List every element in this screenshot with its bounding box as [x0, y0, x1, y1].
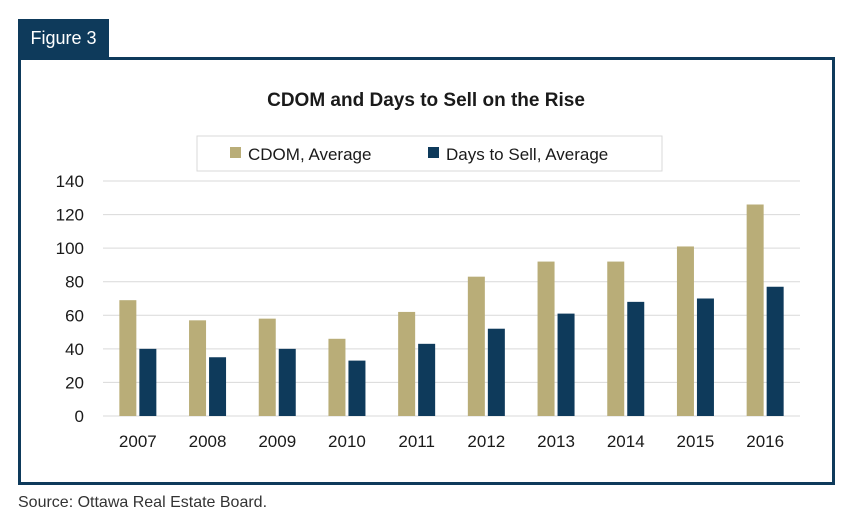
bar-days-2010 — [348, 360, 366, 416]
bar-cdom-2011 — [398, 311, 416, 416]
x-axis-ticks: 2007 2008 2009 2010 2011 2012 2013 2014 2015 2016 — [119, 432, 784, 451]
x-tick-label: 2010 — [328, 432, 366, 451]
bar-cdom-2015 — [676, 246, 694, 416]
x-tick-label: 2008 — [189, 432, 227, 451]
source-note: Source: Ottawa Real Estate Board. — [18, 494, 268, 511]
x-tick-label: 2015 — [677, 432, 715, 451]
bar-cdom-2008 — [189, 320, 207, 416]
bar-days-2009 — [278, 348, 296, 416]
chart-title: CDOM and Days to Sell on the Rise — [267, 90, 585, 111]
legend-label-cdom: CDOM, Average — [248, 145, 371, 164]
x-tick-label: 2016 — [746, 432, 784, 451]
y-tick-label: 140 — [56, 172, 84, 191]
x-tick-label: 2011 — [398, 432, 435, 451]
bar-days-2015 — [696, 298, 714, 416]
legend-box — [196, 135, 663, 172]
y-tick-label: 120 — [56, 206, 84, 225]
y-tick-label: 0 — [75, 407, 84, 426]
figure-label: Figure 3 — [18, 19, 109, 57]
bar-days-2011 — [418, 343, 436, 416]
bar-days-2012 — [487, 328, 505, 416]
legend-swatch-cdom — [230, 147, 241, 158]
y-axis-ticks: 0 20 40 60 80 100 120 140 — [56, 172, 84, 426]
x-tick-label: 2013 — [537, 432, 575, 451]
y-tick-label: 40 — [65, 340, 84, 359]
y-tick-label: 20 — [65, 373, 84, 392]
x-tick-label: 2012 — [467, 432, 505, 451]
x-tick-label: 2007 — [119, 432, 157, 451]
bar-cdom-2016 — [746, 204, 764, 416]
bar-cdom-2010 — [328, 338, 346, 416]
y-tick-label: 100 — [56, 239, 84, 258]
bar-days-2014 — [627, 301, 645, 416]
bar-cdom-2009 — [258, 318, 276, 416]
legend-swatch-days — [428, 147, 439, 158]
x-tick-label: 2009 — [258, 432, 296, 451]
chart-frame — [18, 57, 835, 485]
gridlines — [103, 180, 800, 417]
bars — [119, 204, 784, 416]
bar-days-2013 — [557, 313, 575, 416]
bar-cdom-2012 — [467, 276, 485, 416]
legend-label-days: Days to Sell, Average — [446, 145, 608, 164]
bar-cdom-2014 — [607, 261, 625, 416]
bar-cdom-2013 — [537, 261, 555, 416]
y-tick-label: 80 — [65, 273, 84, 292]
bar-days-2016 — [766, 286, 784, 416]
bar-cdom-2007 — [119, 300, 137, 416]
bar-days-2007 — [139, 348, 157, 416]
y-tick-label: 60 — [65, 306, 84, 325]
bar-days-2008 — [209, 357, 227, 416]
x-tick-label: 2014 — [607, 432, 645, 451]
